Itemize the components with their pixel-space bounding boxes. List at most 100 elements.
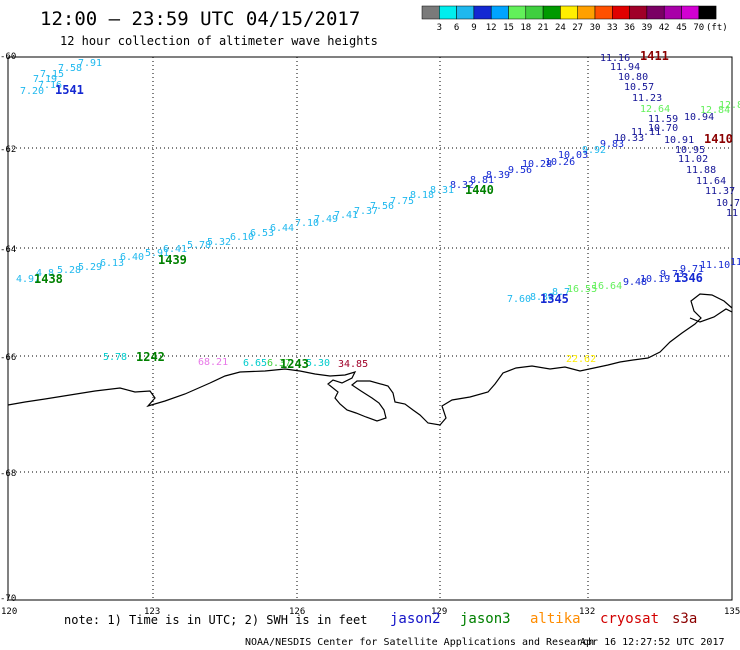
colorbar-swatch [542, 5, 561, 20]
colorbar-swatch [681, 5, 700, 20]
wave-height-label: 4.8 [36, 268, 54, 279]
wave-height-label: 11.16 [600, 53, 630, 64]
lon-tick-129: 129 [431, 607, 447, 617]
wave-height-label: 9.92 [582, 145, 606, 156]
colorbar-unit: (ft) [706, 23, 728, 33]
wave-height-label: 9.56 [508, 165, 532, 176]
map-subtitle: 12 hour collection of altimeter wave hei… [60, 34, 378, 48]
lon-tick-123: 123 [144, 607, 160, 617]
lat-tick-62: -62 [0, 145, 16, 155]
wave-height-label: 10.57 [624, 82, 654, 93]
wave-height-label: 5.29 [78, 262, 102, 273]
wave-height-label: 8.31 [430, 185, 454, 196]
colorbar-label: 15 [503, 23, 514, 33]
wave-height-label: 11.59 [648, 114, 678, 125]
mission-legend: jason2 jason3 altika cryosat s3a [390, 611, 697, 627]
wave-height-label: 10.28 [522, 159, 552, 170]
pass-id-label: 1440 [465, 183, 494, 197]
colorbar-label: 70 [693, 23, 704, 33]
pass-id-label: 1541 [55, 83, 84, 97]
colorbar-label: 21 [538, 23, 549, 33]
wave-height-label: 6.53 [250, 228, 274, 239]
wave-height-label: 10.95 [675, 145, 705, 156]
pass-id-label: 1411 [640, 49, 669, 63]
wave-height-label: 11. [726, 208, 740, 219]
wave-height-label: 6.44 [270, 223, 294, 234]
colorbar-swatch [560, 5, 578, 20]
wave-height-labels: 7.917.587.157.197.167.2011.1611.9410.801… [16, 53, 740, 370]
colorbar: 3 6 9 12 15 18 21 24 27 30 33 36 39 42 45 70 [421, 5, 717, 33]
wave-height-label: 10.94 [684, 112, 714, 123]
wave-height-label: 5.78 [187, 240, 211, 251]
wave-height-label: 6.37 [267, 358, 291, 369]
wave-height-label: 12.8 [719, 100, 740, 111]
wave-height-label: 16.55 [567, 284, 597, 295]
colorbar-swatch [612, 5, 630, 20]
wave-height-label: 68.21 [198, 357, 228, 368]
colorbar-swatch [577, 5, 596, 20]
map-frame [7, 56, 733, 601]
wave-height-label: 7.16 [38, 80, 62, 91]
wave-height-label: 6.41 [163, 244, 187, 255]
wave-height-label: 11.23 [632, 93, 662, 104]
wave-height-label: 10.70 [648, 123, 678, 134]
wave-height-label: 22.62 [566, 354, 596, 365]
colorbar-label: 6 [454, 23, 459, 33]
pass-id-label: 1438 [34, 272, 63, 286]
wave-height-label: 5.28 [57, 265, 81, 276]
wave-height-label: 9.48 [623, 277, 647, 288]
colorbar-swatch [629, 5, 648, 20]
lat-tick-66: -66 [0, 353, 16, 363]
graticule [8, 57, 732, 600]
wave-height-label: 7.91 [78, 58, 102, 69]
wave-height-label: 16.64 [592, 281, 622, 292]
lat-tick-70: -70 [0, 594, 16, 604]
wave-height-label: 7.20 [20, 86, 44, 97]
wave-height-label: 8.30 [530, 292, 554, 303]
legend-jason2: jason2 [390, 611, 441, 627]
legend-altika: altika [530, 611, 581, 627]
wave-height-label: 11.64 [696, 176, 726, 187]
colorbar-swatch [698, 5, 717, 20]
colorbar-label: 18 [520, 23, 531, 33]
wave-height-label: 10.91 [664, 135, 694, 146]
colorbar-swatch [594, 5, 613, 20]
colorbar-label: 30 [590, 23, 601, 33]
pass-id-label: 1439 [158, 253, 187, 267]
lon-tick-132: 132 [579, 607, 595, 617]
lon-tick-126: 126 [289, 607, 305, 617]
wave-height-label: 9.83 [600, 139, 624, 150]
wave-height-label: 34.85 [338, 359, 368, 370]
wave-height-label: 7.19 [33, 74, 57, 85]
colorbar-swatch [490, 5, 509, 20]
legend-jason3: jason3 [460, 611, 511, 627]
lat-tick-64: -64 [0, 245, 16, 255]
colorbar-swatch [646, 5, 665, 20]
wave-height-label: 10.26 [545, 157, 575, 168]
wave-height-label: 6.65 [243, 358, 267, 369]
colorbar-swatch [421, 5, 440, 20]
wave-height-label: 8.39 [486, 170, 510, 181]
colorbar-label: 33 [607, 23, 618, 33]
wave-height-label: 12.84 [700, 105, 730, 116]
wave-height-label: 7.41 [334, 210, 358, 221]
lat-tick-60: -60 [0, 52, 16, 62]
colorbar-label: 45 [676, 23, 687, 33]
wave-height-label: 9.73 [660, 269, 684, 280]
wave-height-label: 11.88 [686, 165, 716, 176]
wave-height-label: 10.7 [716, 198, 740, 209]
wave-height-label: 5.91 [145, 248, 169, 259]
wave-height-label: 7.56 [370, 201, 394, 212]
wave-height-label: 8.7 [552, 287, 570, 298]
legend-s3a: s3a [672, 611, 697, 627]
wave-height-label: 5.30 [306, 358, 330, 369]
colorbar-label: 24 [555, 23, 566, 33]
wave-height-label: 11.10 [700, 260, 730, 271]
legend-cryosat: cryosat [600, 611, 659, 627]
timestamp: Apr 16 12:27:52 UTC 2017 [580, 637, 725, 648]
wave-height-label: 10.33 [614, 133, 644, 144]
colorbar-label: 3 [437, 23, 442, 33]
colorbar-swatch [456, 5, 475, 20]
wave-height-label: 8.32 [450, 180, 474, 191]
